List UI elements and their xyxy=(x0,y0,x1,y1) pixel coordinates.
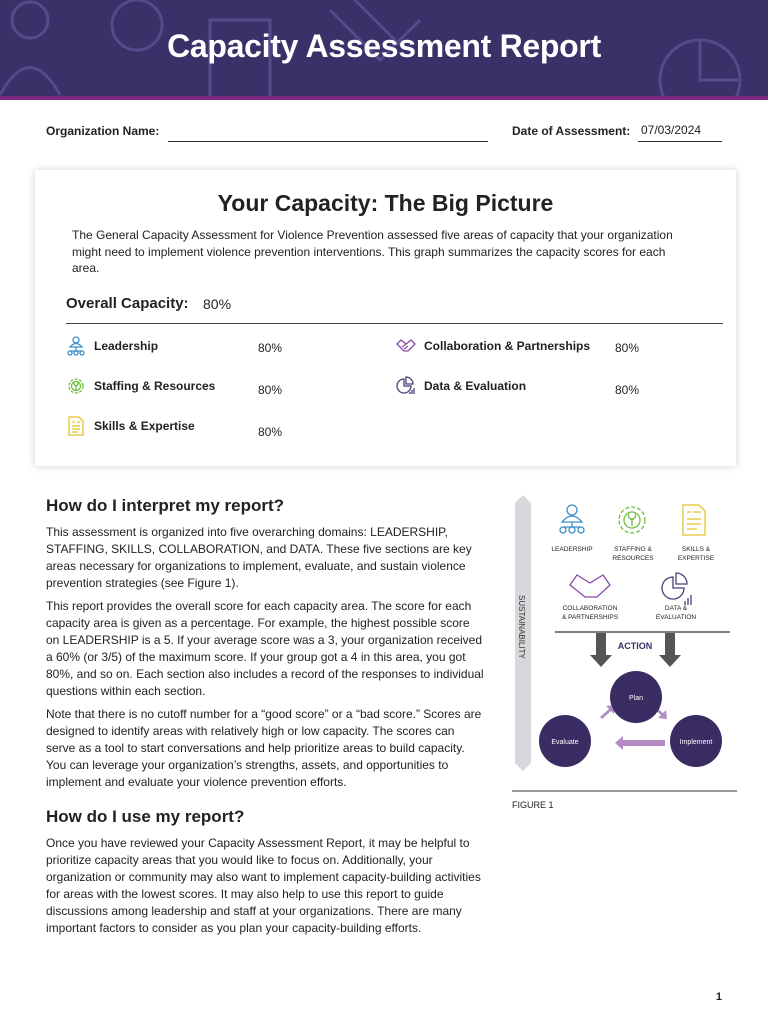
area-collaboration: Collaboration & Partnerships xyxy=(396,336,590,356)
evaluate-label: Evaluate xyxy=(551,739,578,746)
leadership-icon xyxy=(67,336,85,356)
area-leadership: Leadership xyxy=(66,336,158,356)
overall-capacity-value: 80% xyxy=(203,296,232,312)
date-label: Date of Assessment: xyxy=(512,124,631,138)
gear-plant-icon xyxy=(618,506,646,534)
handshake-icon xyxy=(569,574,611,598)
area-skills: Skills & Expertise xyxy=(66,416,195,436)
gear-plant-icon xyxy=(68,378,84,394)
interpret-heading: How do I interpret my report? xyxy=(46,496,285,515)
area-label: Leadership xyxy=(94,339,159,353)
plan-circle xyxy=(610,671,662,723)
fig-label-data: DATA & xyxy=(665,605,688,612)
header-stripe xyxy=(0,96,768,100)
area-label: Staffing & Resources xyxy=(94,379,216,393)
pie-chart-icon xyxy=(396,376,415,394)
header-background-icons xyxy=(0,0,742,100)
leadership-icon xyxy=(559,504,585,534)
divider xyxy=(66,323,723,324)
plan-label: Plan xyxy=(629,695,643,702)
use-paragraph: Once you have reviewed your Capacity Ass… xyxy=(46,836,481,935)
date-field[interactable]: 07/03/2024 xyxy=(638,123,722,142)
report-header: Capacity Assessment Report xyxy=(0,0,768,100)
action-label: ACTION xyxy=(618,641,653,651)
big-picture-card: Your Capacity: The Big Picture The Gener… xyxy=(35,170,736,466)
down-arrow xyxy=(590,633,612,667)
page-title: Capacity Assessment Report xyxy=(167,28,601,64)
page-number: 1 xyxy=(715,991,722,1003)
fig-label-skills: EXPERTISE xyxy=(678,555,715,562)
down-arrow xyxy=(659,633,681,667)
fig-label-data: EVALUATION xyxy=(656,614,697,621)
org-name-field[interactable] xyxy=(168,127,488,142)
area-value: 80% xyxy=(258,425,283,439)
handshake-icon xyxy=(396,339,416,352)
area-value: 80% xyxy=(615,341,640,355)
evaluate-circle xyxy=(539,715,591,767)
overall-capacity-label: Overall Capacity: xyxy=(66,295,189,312)
fig-label-staffing: RESOURCES xyxy=(612,555,654,562)
area-label: Data & Evaluation xyxy=(424,379,527,393)
sustainability-label: SUSTAINABILITY xyxy=(517,595,526,660)
figure-caption: FIGURE 1 xyxy=(512,800,554,810)
interpret-paragraph: This assessment is organized into five o… xyxy=(46,525,472,590)
area-value: 80% xyxy=(615,383,640,397)
area-staffing: Staffing & Resources xyxy=(66,376,215,396)
area-data: Data & Evaluation xyxy=(396,376,526,396)
implement-label: Implement xyxy=(680,739,713,746)
fig-label-staffing: STAFFING & xyxy=(614,546,652,553)
area-label: Collaboration & Partnerships xyxy=(424,339,591,353)
card-intro: The General Capacity Assessment for Viol… xyxy=(72,228,673,275)
sustainability-bar xyxy=(515,495,531,771)
interpret-paragraph: This report provides the overall score f… xyxy=(46,599,484,698)
use-heading: How do I use my report? xyxy=(46,807,245,826)
area-value: 80% xyxy=(258,341,283,355)
card-title: Your Capacity: The Big Picture xyxy=(217,190,554,216)
fig-label-skills: SKILLS & xyxy=(682,546,711,553)
area-value: 80% xyxy=(258,383,283,397)
interpret-paragraph: Note that there is no cutoff number for … xyxy=(46,707,482,789)
document-icon xyxy=(68,416,84,436)
area-label: Skills & Expertise xyxy=(94,419,195,433)
org-name-label: Organization Name: xyxy=(46,124,160,138)
pie-chart-icon xyxy=(661,572,692,605)
figure-1-diagram: SUSTAINABILITY LEADERSHIP STAFFING & RES… xyxy=(512,495,737,792)
implement-circle xyxy=(670,715,722,767)
fig-label-collaboration: COLLABORATION xyxy=(563,605,618,612)
document-icon xyxy=(682,504,706,536)
body-column: How do I interpret my report? This asses… xyxy=(46,496,486,943)
fig-label-leadership: LEADERSHIP xyxy=(551,546,592,553)
fig-label-collaboration: & PARTNERSHIPS xyxy=(562,614,619,621)
